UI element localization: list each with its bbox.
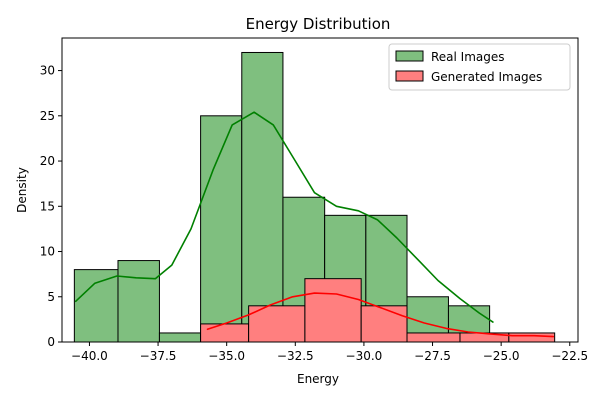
histogram-bar-real-0 [73, 269, 119, 343]
y-tick-label: 0 [47, 335, 55, 349]
histogram-bar-generated-3 [360, 305, 408, 343]
x-tick-label: −22.5 [551, 349, 588, 363]
x-tick-label: −32.5 [277, 349, 314, 363]
y-tick-label: 5 [47, 290, 55, 304]
histogram-bar-generated-0 [200, 323, 250, 343]
histogram-bar-real-1 [117, 260, 160, 343]
kde-line-generated [206, 292, 555, 338]
histogram-bar-generated-6 [508, 332, 556, 343]
y-tick-label: 10 [40, 245, 55, 259]
x-tick-label: −25.0 [483, 349, 520, 363]
x-tick-label: −27.5 [414, 349, 451, 363]
legend-box [388, 43, 571, 91]
x-tick-label: −30.0 [346, 349, 383, 363]
x-tick-label: −35.0 [208, 349, 245, 363]
legend-label-real: Real Images [431, 50, 505, 64]
kde-line-real [74, 111, 494, 323]
histogram-bar-real-4 [241, 51, 284, 343]
chart-title: Energy Distribution [246, 15, 391, 33]
legend-label-generated: Generated Images [431, 70, 542, 84]
x-tick-label: −40.0 [71, 349, 108, 363]
x-axis-title: Energy [297, 372, 339, 386]
legend-swatch-real [395, 50, 424, 62]
histogram-bar-generated-2 [304, 278, 362, 343]
legend-swatch-generated [395, 70, 424, 82]
y-tick-label: 25 [40, 109, 55, 123]
x-tick-label: −37.5 [140, 349, 177, 363]
histogram-bar-generated-1 [248, 305, 306, 343]
y-axis-title: Density [15, 167, 29, 213]
y-tick-label: 15 [40, 199, 55, 213]
plot-area: −40.0 −37.5 −35.0 −32.5 −30.0 −27.5 −25.0 −22.5… [40, 37, 588, 363]
y-tick-label: 30 [40, 64, 55, 78]
y-tick-label: 20 [40, 154, 55, 168]
axes-frame [61, 37, 579, 343]
histogram-bar-real-2 [158, 332, 202, 343]
histogram-bar-generated-4 [406, 332, 461, 343]
legend: Real Images Generated Images [388, 43, 571, 91]
